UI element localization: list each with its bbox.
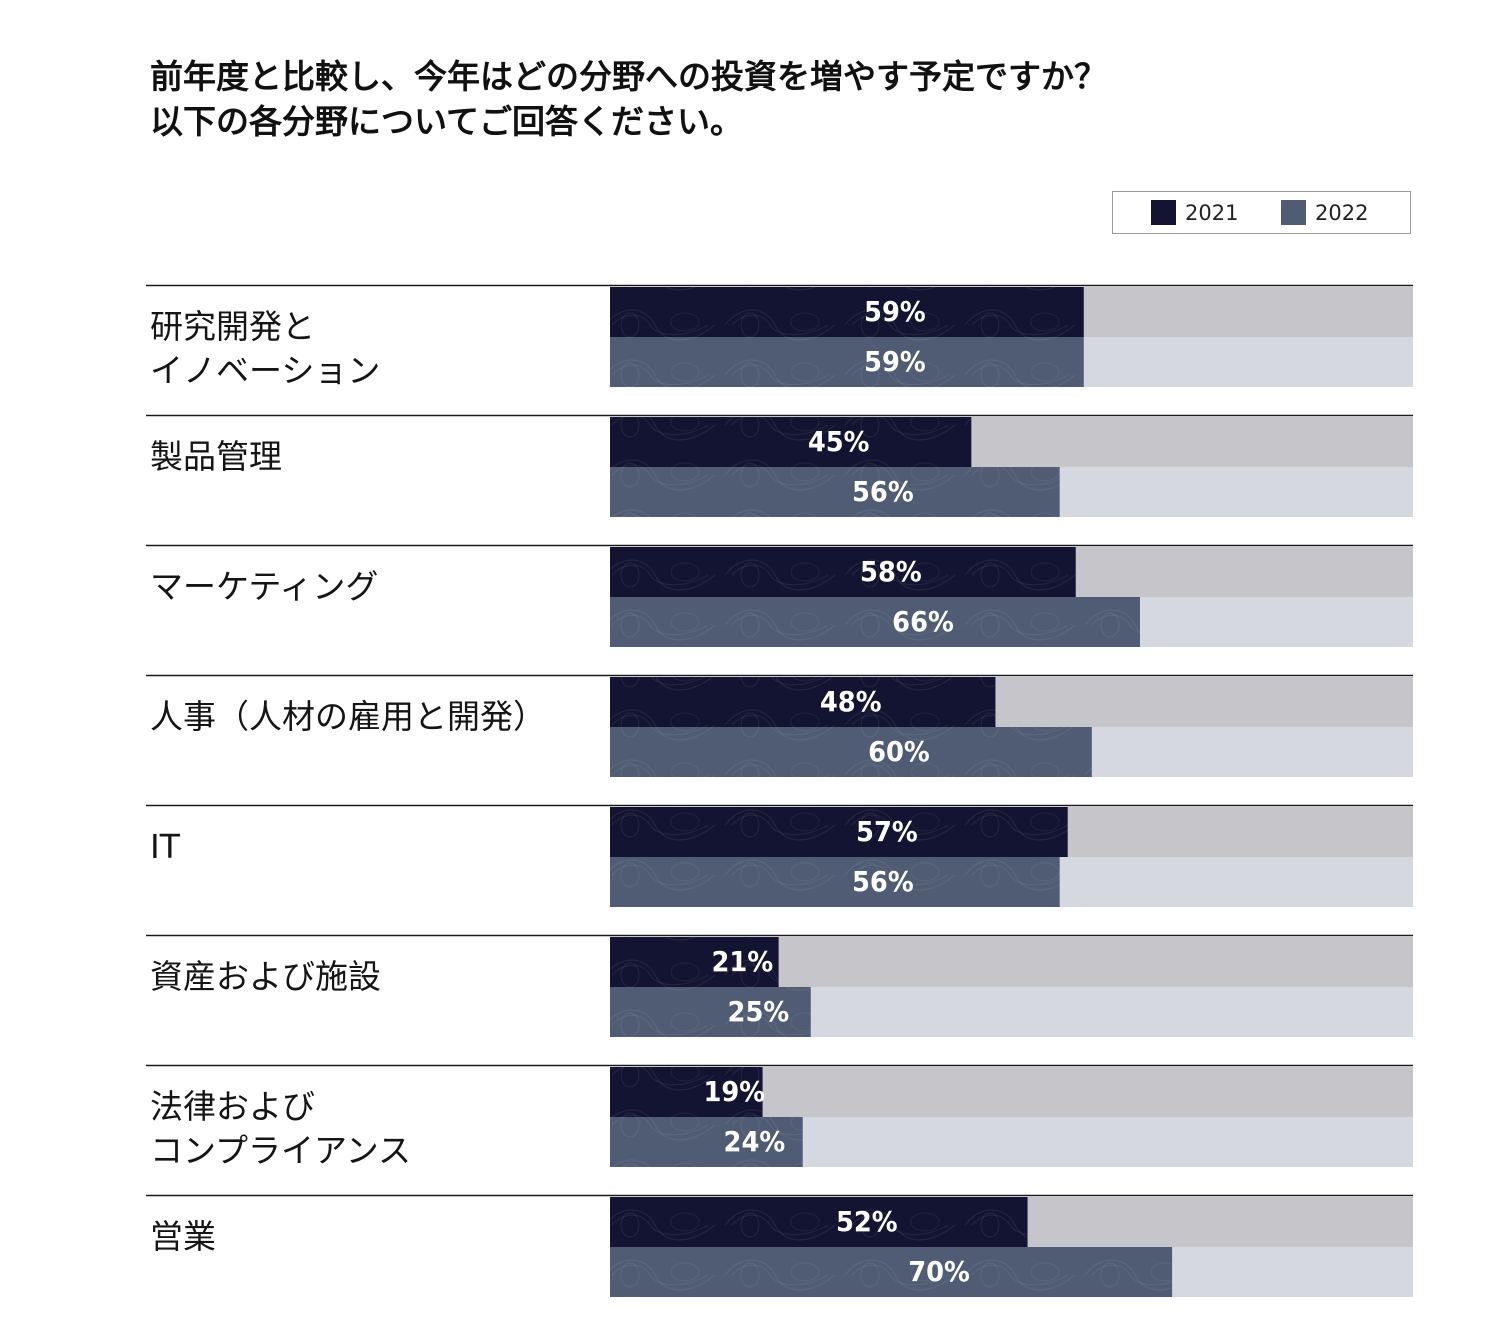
legend-label-2022: 2022 [1315, 200, 1369, 225]
bar-value-label-2022: 25% [728, 996, 790, 1028]
bar-texture-2022 [610, 1117, 803, 1167]
bar-texture-2022 [610, 337, 1084, 387]
bar-texture-2021 [610, 287, 1084, 337]
category-label: IT [150, 825, 600, 869]
bar-texture-2022 [610, 1247, 1173, 1297]
bar-texture-2022 [610, 467, 1060, 517]
bar-value-label-2021: 48% [820, 686, 882, 718]
category-label: 製品管理 [150, 435, 600, 479]
bar-value-label-2022: 56% [852, 476, 914, 508]
bar-value-label-2022: 70% [908, 1256, 970, 1288]
bar-texture-2021 [610, 677, 996, 727]
bar-value-label-2022: 56% [852, 866, 914, 898]
category-label-line: コンプライアンス [150, 1131, 412, 1170]
category-label-line: 資産および施設 [150, 957, 381, 996]
bar-value-label-2021: 19% [703, 1076, 765, 1108]
bar-value-label-2021: 57% [856, 816, 918, 848]
bar-texture-2022 [610, 857, 1060, 907]
chart-title: 前年度と比較し、今年はどの分野への投資を増やす予定ですか？ 以下の各分野について… [150, 54, 1350, 144]
category-label-line: 製品管理 [150, 437, 282, 476]
category-label-line: IT [150, 827, 180, 866]
bar-texture-2021 [610, 1067, 763, 1117]
bar-texture-2022 [610, 727, 1092, 777]
category-label-line: イノベーション [150, 351, 381, 390]
category-label-line: 営業 [150, 1217, 216, 1256]
bar-texture-2021 [610, 547, 1076, 597]
bar-texture-2022 [610, 987, 811, 1037]
category-label: 人事（人材の雇用と開発） [150, 695, 600, 739]
legend-item-2022: 2022 [1281, 192, 1368, 233]
bar-texture-2021 [610, 417, 972, 467]
legend-item-2021: 2021 [1151, 192, 1238, 233]
bar-value-label-2022: 60% [868, 736, 930, 768]
category-label-line: マーケティング [150, 567, 379, 606]
category-label: 研究開発とイノベーション [150, 305, 600, 393]
bar-value-label-2021: 58% [860, 556, 922, 588]
bar-value-label-2021: 21% [711, 946, 773, 978]
bar-texture-2021 [610, 807, 1068, 857]
category-label: マーケティング [150, 565, 600, 609]
category-label-line: 法律および [150, 1087, 315, 1126]
chart-title-line-1: 前年度と比較し、今年はどの分野への投資を増やす予定ですか？ [150, 57, 1107, 96]
bar-value-label-2021: 59% [864, 296, 926, 328]
bar-texture-2021 [610, 1197, 1028, 1247]
category-label: 法律およびコンプライアンス [150, 1085, 600, 1173]
category-label: 営業 [150, 1215, 600, 1259]
category-label-line: 研究開発と [150, 307, 315, 346]
bar-value-label-2022: 24% [724, 1126, 786, 1158]
category-label-line: 人事（人材の雇用と開発） [150, 697, 546, 736]
legend-swatch-2022 [1281, 200, 1306, 225]
chart-title-line-2: 以下の各分野についてご回答ください。 [150, 102, 744, 141]
bar-value-label-2022: 66% [892, 606, 954, 638]
legend-swatch-2021 [1151, 200, 1176, 225]
bar-value-label-2021: 45% [808, 426, 870, 458]
bar-value-label-2021: 52% [836, 1206, 898, 1238]
bar-texture-2022 [610, 597, 1140, 647]
legend-label-2021: 2021 [1185, 200, 1239, 225]
category-label: 資産および施設 [150, 955, 600, 999]
bar-texture-2021 [610, 937, 779, 987]
legend: 2021 2022 [1112, 191, 1411, 234]
bar-value-label-2022: 59% [864, 346, 926, 378]
